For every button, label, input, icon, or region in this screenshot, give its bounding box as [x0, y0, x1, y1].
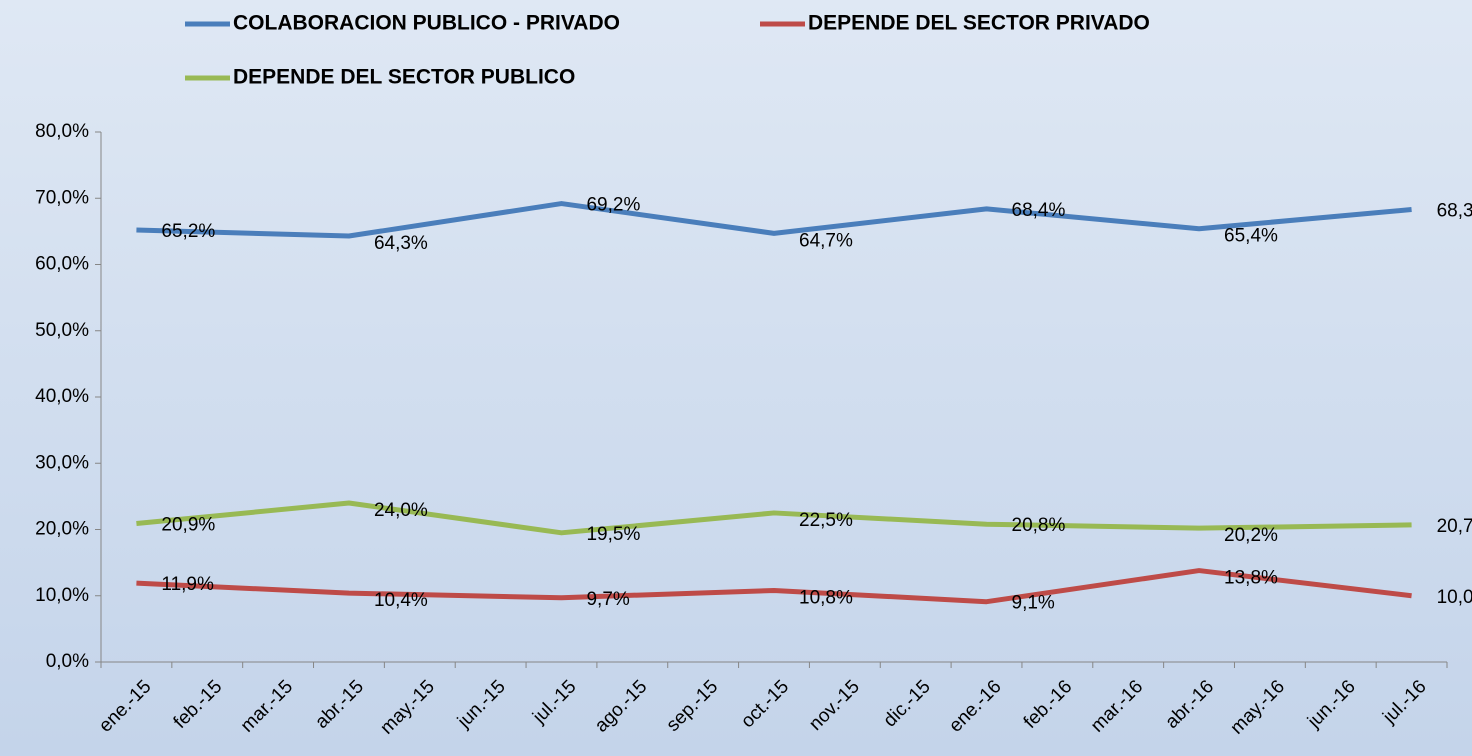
data-label: 20,9% — [161, 515, 215, 536]
data-label: 22,5% — [799, 510, 853, 531]
series-line — [136, 500, 1412, 536]
series-line — [136, 568, 1412, 605]
data-label: 9,1% — [1012, 593, 1055, 614]
y-tick-label: 30,0% — [35, 452, 89, 473]
data-label: 24,0% — [374, 500, 428, 521]
data-label: 20,7% — [1437, 516, 1472, 537]
data-label: 20,2% — [1224, 525, 1278, 546]
y-tick-label: 50,0% — [35, 320, 89, 341]
y-tick-label: 80,0% — [35, 121, 89, 142]
data-label: 20,8% — [1012, 515, 1066, 536]
data-label: 65,2% — [161, 221, 215, 242]
data-label: 11,9% — [161, 574, 214, 595]
data-label: 19,5% — [586, 524, 640, 545]
y-tick-label: 70,0% — [35, 187, 89, 208]
data-label: 68,3% — [1437, 201, 1472, 222]
y-tick-label: 10,0% — [35, 585, 89, 606]
data-label: 64,7% — [799, 230, 853, 251]
y-tick-label: 60,0% — [35, 254, 89, 275]
data-label: 64,3% — [374, 233, 428, 254]
legend-label: COLABORACION PUBLICO - PRIVADO — [233, 12, 620, 35]
data-label: 69,2% — [586, 195, 640, 216]
y-tick-label: 20,0% — [35, 519, 89, 540]
data-label: 65,4% — [1224, 226, 1278, 247]
y-tick-label: 0,0% — [46, 651, 89, 672]
data-label: 10,8% — [799, 587, 853, 608]
legend-label: DEPENDE DEL SECTOR PUBLICO — [233, 66, 575, 89]
data-label: 10,0% — [1437, 587, 1472, 608]
data-label: 9,7% — [586, 589, 629, 610]
legend-label: DEPENDE DEL SECTOR PRIVADO — [808, 12, 1150, 35]
data-label: 68,4% — [1012, 200, 1066, 221]
data-label: 13,8% — [1224, 568, 1278, 589]
y-tick-label: 40,0% — [35, 386, 89, 407]
data-label: 10,4% — [374, 590, 428, 611]
series-line — [136, 201, 1412, 239]
